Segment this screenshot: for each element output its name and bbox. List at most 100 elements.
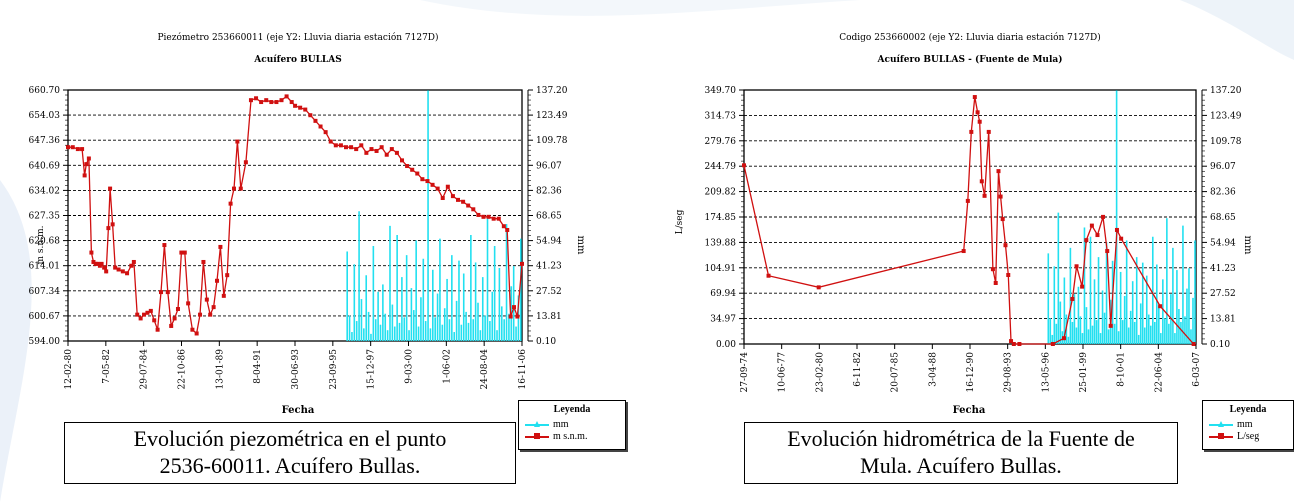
series-point: [766, 273, 771, 278]
series-point: [405, 164, 410, 169]
series-point: [131, 259, 136, 264]
series-point: [172, 316, 177, 321]
series-point: [186, 301, 191, 306]
x-axis-label: Fecha: [282, 405, 315, 416]
x-tick-label: 6-03-07: [1192, 352, 1202, 387]
caption-line1: Evolución piezométrica en el punto: [133, 426, 447, 451]
series-point: [104, 269, 109, 274]
series-point: [975, 110, 980, 115]
y-axis-label: L/seg: [675, 209, 685, 234]
series-point: [102, 265, 107, 270]
x-tick-label: 29-07-84: [140, 349, 150, 390]
x-tick-label: 29-08-93: [1004, 352, 1014, 393]
square-marker-icon: [534, 433, 540, 439]
x-tick-label: 27-09-74: [740, 352, 750, 393]
y2-tick-label: 27.52: [536, 287, 562, 297]
series-point: [476, 212, 481, 217]
y-tick-label: 0.00: [716, 340, 736, 350]
series-point: [374, 148, 379, 153]
series-point: [125, 271, 130, 276]
series-point: [279, 98, 284, 103]
series-point: [66, 145, 70, 150]
series-point: [84, 162, 89, 167]
series-point: [95, 261, 100, 266]
y-tick-label: 634.02: [29, 186, 61, 196]
series-point: [338, 143, 343, 148]
series-point: [165, 290, 170, 295]
series-point: [89, 250, 94, 255]
square-marker-icon: [1218, 433, 1224, 439]
series-point: [456, 197, 461, 202]
series-point: [308, 113, 313, 118]
y-tick-label: 640.69: [29, 161, 61, 171]
y-tick-label: 69.94: [710, 289, 736, 299]
series-point: [182, 250, 187, 255]
figure-caption: Evolución piezométrica en el punto 2536-…: [64, 422, 516, 484]
x-tick-label: 25-01-99: [1079, 352, 1089, 393]
series-point: [243, 160, 248, 165]
piezometer-chart: Piezómetro 253660011 (eje Y2: Lluvia dia…: [29, 32, 587, 416]
series-point: [1101, 214, 1106, 219]
x-tick-label: 16-12-90: [966, 352, 976, 393]
series-point: [142, 312, 147, 317]
series-point: [344, 145, 349, 150]
series-point: [972, 95, 977, 100]
y2-tick-label: 123.49: [536, 111, 568, 121]
y2-tick-label: 68.65: [536, 212, 562, 222]
series-point: [120, 269, 125, 274]
series-point: [208, 312, 213, 317]
series-point: [218, 244, 223, 249]
series-point: [359, 143, 364, 148]
series-point: [415, 171, 420, 176]
x-tick-label: 8-10-01: [1117, 352, 1127, 387]
series-point: [501, 224, 506, 229]
y-tick-label: 594.00: [29, 337, 61, 347]
series-point: [1158, 304, 1163, 309]
series-point: [430, 182, 435, 187]
x-tick-label: 15-12-97: [367, 349, 377, 390]
series-point: [354, 147, 359, 152]
series-point: [349, 145, 354, 150]
triangle-marker-icon: [1218, 421, 1224, 427]
series-point: [138, 316, 143, 321]
series-point: [1114, 227, 1119, 232]
series-point: [155, 327, 160, 332]
y-axis-label: m s.n.m.: [36, 225, 46, 264]
x-tick-label: 12-02-80: [64, 349, 74, 390]
x-tick-label: 3-04-88: [928, 352, 938, 387]
series-point: [204, 297, 209, 302]
y2-tick-label: 109.78: [1210, 137, 1242, 147]
series-point: [993, 280, 998, 285]
series-point: [491, 216, 496, 221]
series-point: [998, 194, 1003, 199]
series-point: [318, 124, 323, 129]
x-tick-label: 24-08-04: [480, 349, 490, 390]
legend-item-rain: mm: [519, 419, 625, 431]
series-point: [961, 249, 966, 254]
series-point: [979, 179, 984, 184]
caption-line2: 2536-60011. Acuífero Bullas.: [159, 453, 421, 478]
legend-label: mm: [553, 419, 569, 430]
series-point: [1191, 342, 1196, 346]
series-point: [289, 100, 294, 105]
caption-line1: Evolución hidrométrica de la Fuente de: [787, 426, 1135, 451]
x-tick-label: 30-06-93: [291, 349, 301, 390]
series-point: [323, 130, 328, 135]
x-tick-label: 1-06-02: [442, 349, 452, 384]
x-tick-label: 9-03-00: [405, 349, 415, 384]
legend-item-flow: L/seg: [1203, 431, 1293, 443]
y2-tick-label: 82.36: [1210, 188, 1236, 198]
series-point: [1062, 336, 1067, 341]
series-point: [159, 290, 164, 295]
y2-tick-label: 137.20: [536, 86, 568, 96]
series-point: [425, 179, 430, 184]
y2-tick-label: 41.23: [1210, 264, 1236, 274]
series-point: [440, 196, 445, 201]
y2-tick-label: 96.07: [1210, 162, 1236, 172]
series-point: [162, 243, 167, 248]
y-tick-label: 174.85: [705, 213, 737, 223]
series-point: [389, 147, 394, 152]
series-point: [1089, 223, 1094, 228]
series-point: [466, 203, 471, 208]
